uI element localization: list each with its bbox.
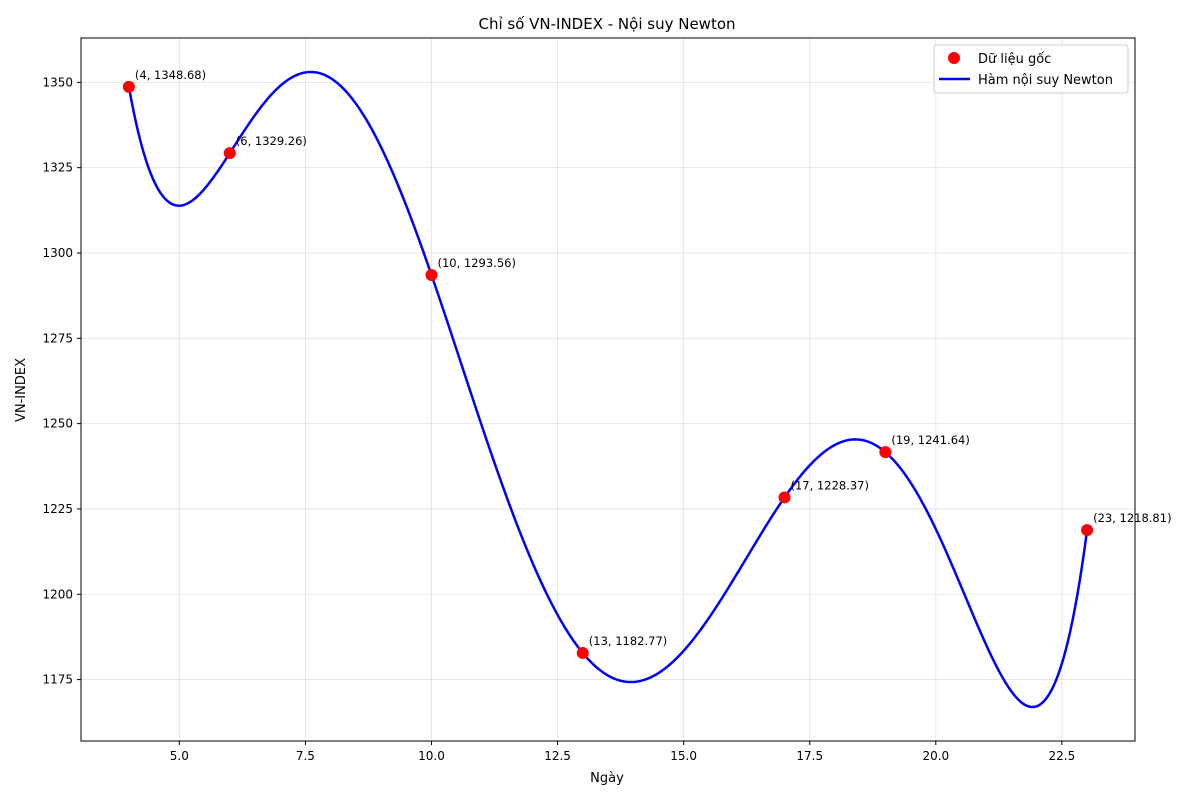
data-label: (17, 1228.37) — [791, 478, 869, 492]
y-tick-label: 1350 — [42, 75, 73, 89]
data-label: (10, 1293.56) — [437, 256, 515, 270]
y-tick-label: 1275 — [42, 331, 73, 345]
plot-frame — [80, 37, 1136, 742]
y-tick-label: 1200 — [42, 587, 73, 601]
grid — [81, 38, 1135, 741]
legend-box — [933, 44, 1129, 94]
y-tick-label: 1175 — [42, 673, 73, 687]
data-point — [223, 147, 236, 160]
data-points — [122, 80, 1094, 660]
data-point — [879, 446, 892, 459]
legend: Dữ liệu gốc Hàm nội suy Newton — [933, 44, 1129, 94]
x-axis-title: Ngày — [590, 771, 624, 786]
x-tick-label: 10.0 — [418, 749, 445, 763]
y-axis: 1175 1200 1225 1250 1275 1300 1325 1350 — [42, 75, 81, 687]
y-tick-label: 1250 — [42, 417, 73, 431]
data-label: (4, 1348.68) — [135, 68, 206, 82]
y-tick-label: 1325 — [42, 161, 73, 175]
x-tick-label: 15.0 — [670, 749, 697, 763]
data-label: (13, 1182.77) — [589, 634, 667, 648]
y-tick-label: 1225 — [42, 502, 73, 516]
x-tick-label: 12.5 — [544, 749, 571, 763]
x-tick-label: 5.0 — [170, 749, 189, 763]
x-tick-label: 22.5 — [1049, 749, 1076, 763]
data-point — [425, 268, 438, 281]
data-point — [778, 491, 791, 504]
legend-label-points: Dữ liệu gốc — [978, 52, 1051, 67]
point-labels: (4, 1348.68) (6, 1329.26) (10, 1293.56) (13… — [135, 68, 1172, 648]
plot-area — [127, 70, 1089, 709]
legend-marker-points — [948, 52, 960, 64]
y-tick-label: 1300 — [42, 246, 73, 260]
data-label: (23, 1218.81) — [1093, 511, 1171, 525]
x-tick-label: 20.0 — [922, 749, 949, 763]
x-axis: 5.0 7.5 10.0 12.5 15.0 17.5 20.0 22.5 — [170, 741, 1075, 763]
data-point — [576, 647, 589, 660]
chart-title: Chỉ số VN-INDEX - Nội suy Newton — [478, 15, 735, 33]
x-tick-label: 17.5 — [796, 749, 823, 763]
legend-label-curve: Hàm nội suy Newton — [978, 73, 1113, 88]
data-point — [122, 80, 135, 93]
data-point — [1081, 524, 1094, 537]
data-label: (6, 1329.26) — [236, 134, 307, 148]
x-tick-label: 7.5 — [296, 749, 315, 763]
y-axis-title: VN-INDEX — [14, 358, 29, 422]
data-label: (19, 1241.64) — [891, 433, 969, 447]
series-line-newton — [127, 70, 1089, 709]
